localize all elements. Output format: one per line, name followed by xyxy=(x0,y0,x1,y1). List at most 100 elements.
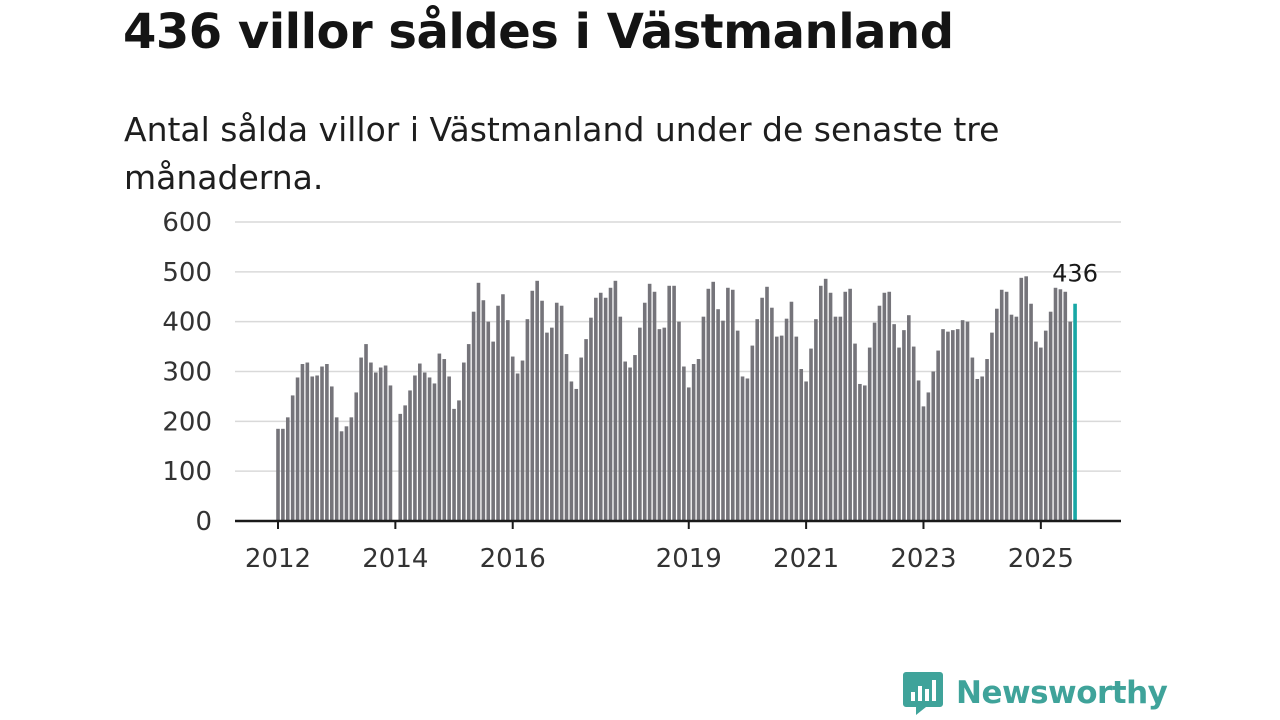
bar xyxy=(554,302,559,521)
bar xyxy=(276,428,280,521)
bar xyxy=(863,385,867,521)
bar xyxy=(965,321,970,521)
bar xyxy=(628,367,632,521)
bar xyxy=(359,357,363,521)
bar xyxy=(618,316,623,521)
bar xyxy=(569,381,574,521)
bar xyxy=(672,285,676,521)
y-tick-label: 400 xyxy=(162,308,212,338)
bar xyxy=(525,319,530,521)
newsworthy-logo-icon xyxy=(903,672,943,715)
bar xyxy=(457,400,461,521)
bar xyxy=(853,343,857,521)
bar xyxy=(951,330,955,521)
bar xyxy=(975,378,980,521)
bar xyxy=(823,278,828,521)
bar xyxy=(510,356,515,521)
bar xyxy=(305,362,310,521)
bar xyxy=(535,280,539,521)
bar xyxy=(745,378,750,521)
bar xyxy=(325,364,329,521)
bar xyxy=(603,297,608,521)
bar xyxy=(437,353,442,521)
bar xyxy=(985,359,989,521)
bar xyxy=(946,331,950,521)
bar xyxy=(716,309,720,521)
bar xyxy=(1068,321,1072,521)
bar xyxy=(892,324,896,521)
bar xyxy=(882,292,887,521)
bar xyxy=(657,329,662,521)
bar xyxy=(422,372,427,521)
bar xyxy=(911,346,916,521)
bars xyxy=(276,276,1077,522)
bar xyxy=(285,417,290,521)
data-label-latest: 436 xyxy=(1052,260,1098,288)
bar xyxy=(642,302,647,521)
bar xyxy=(931,371,936,521)
y-tick-label: 600 xyxy=(162,208,212,238)
bar xyxy=(1029,303,1033,521)
bar xyxy=(589,317,593,521)
bar xyxy=(339,431,344,521)
bar-highlight xyxy=(1073,303,1077,521)
x-tick-label: 2014 xyxy=(362,544,428,574)
bar xyxy=(300,364,305,521)
bar xyxy=(491,341,495,521)
bar xyxy=(828,292,833,521)
bar xyxy=(486,321,491,521)
bar xyxy=(662,327,667,521)
bar xyxy=(471,311,476,521)
bar xyxy=(545,332,549,521)
bar xyxy=(789,301,794,521)
bar xyxy=(897,347,901,521)
newsworthy-logo-text: Newsworthy xyxy=(956,675,1168,711)
bar xyxy=(633,355,637,521)
bar xyxy=(310,376,315,521)
bar xyxy=(447,376,451,521)
bar xyxy=(290,395,295,521)
bar xyxy=(378,367,383,521)
bar xyxy=(281,428,285,521)
bar xyxy=(755,319,760,521)
bar xyxy=(682,366,686,521)
bar xyxy=(584,339,588,521)
bar xyxy=(334,417,339,521)
bar xyxy=(579,357,583,521)
bar xyxy=(902,330,906,521)
data-labels: 436 xyxy=(1052,260,1098,288)
bar xyxy=(691,364,696,521)
bar xyxy=(481,300,486,521)
bar xyxy=(466,344,471,521)
bar xyxy=(329,386,334,521)
bar xyxy=(1043,330,1048,521)
bar xyxy=(858,383,862,521)
bar xyxy=(432,383,437,521)
bar xyxy=(784,318,789,521)
bar xyxy=(364,344,368,521)
bar xyxy=(369,362,373,521)
bar xyxy=(990,332,994,521)
bar xyxy=(295,377,300,521)
bar xyxy=(995,308,999,521)
bar xyxy=(799,369,804,521)
bar xyxy=(613,280,618,521)
x-tick-label: 2016 xyxy=(480,544,546,574)
bar xyxy=(887,291,892,521)
bar xyxy=(598,292,603,521)
bar xyxy=(442,359,447,521)
bar xyxy=(867,347,872,521)
x-tick-label: 2025 xyxy=(1008,544,1074,574)
x-tick-label: 2019 xyxy=(656,544,722,574)
bar xyxy=(970,357,975,521)
bar xyxy=(1014,316,1019,521)
bar xyxy=(848,288,852,521)
bar xyxy=(408,390,412,521)
bar xyxy=(696,359,701,521)
x-tick-label: 2021 xyxy=(773,544,839,574)
bar xyxy=(916,380,921,521)
bar xyxy=(652,291,657,521)
bar xyxy=(1019,277,1024,521)
bar xyxy=(344,426,349,521)
bar xyxy=(677,321,681,521)
